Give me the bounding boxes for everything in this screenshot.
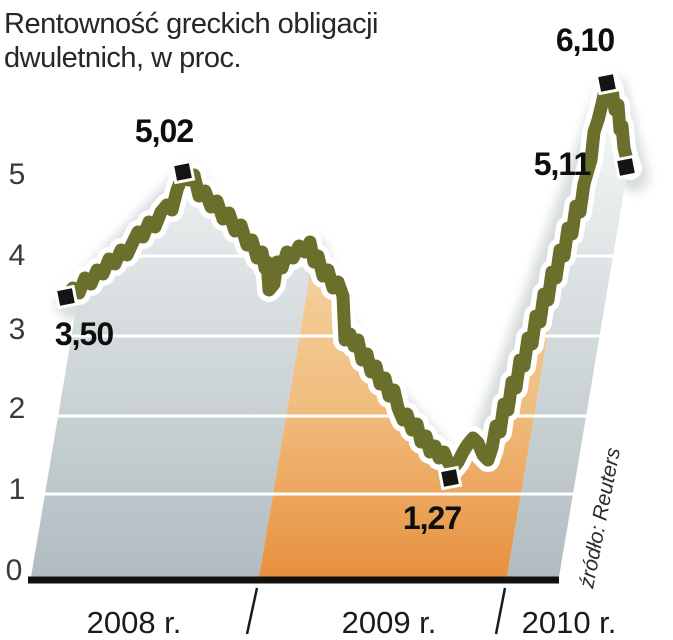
y-tick-4: 4: [9, 239, 26, 272]
point-label-5-11: 5,11: [534, 146, 591, 182]
chart-title-line2: dwuletnich, w proc.: [4, 42, 241, 74]
marker-5-02: [170, 159, 196, 185]
marker-1-27: [437, 465, 463, 491]
y-tick-2: 2: [9, 392, 26, 425]
chart-title-line1: Rentowność greckich obligacji: [4, 8, 378, 40]
x-label-2010: 2010 r.: [522, 605, 617, 640]
point-label-1-27: 1,27: [403, 500, 461, 536]
x-label-2008: 2008 r.: [87, 605, 182, 640]
area-2010: [506, 82, 630, 583]
marker-6-10: [594, 70, 620, 96]
point-label-5-02: 5,02: [135, 113, 193, 149]
y-tick-1: 1: [9, 473, 26, 506]
point-label-3-50: 3,50: [55, 316, 113, 352]
marker-5-11: [613, 154, 639, 180]
x-axis-ticks: [245, 587, 507, 635]
source-label: źródło: Reuters: [575, 445, 625, 591]
y-tick-0: 0: [6, 554, 23, 587]
x-label-2009: 2009 r.: [342, 605, 437, 640]
markers: [53, 70, 639, 491]
marker-3-50: [53, 284, 79, 310]
tick-2008-2009: [245, 587, 259, 635]
tick-2009-2010: [494, 587, 507, 635]
y-tick-3: 3: [9, 313, 26, 346]
point-labels: 3,50 5,02 1,27 6,10 5,11: [55, 22, 615, 536]
x-axis-labels: 2008 r. 2009 r. 2010 r.: [87, 605, 617, 640]
point-label-6-10: 6,10: [556, 22, 614, 58]
y-axis-labels: 5 4 3 2 1 0: [6, 158, 26, 587]
y-tick-5: 5: [9, 158, 26, 191]
